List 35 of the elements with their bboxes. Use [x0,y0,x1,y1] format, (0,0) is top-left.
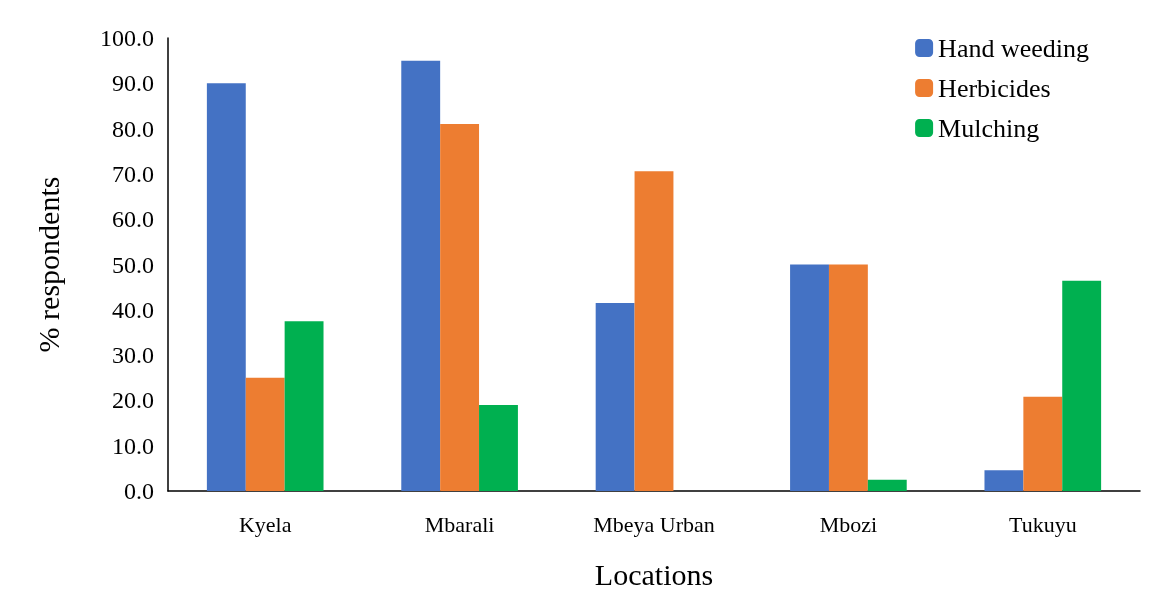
bar [1062,280,1102,491]
bar [245,377,285,491]
y-axis-title: % respondents [31,176,65,353]
y-tick-label: 20.0 [112,387,154,414]
bar [284,321,324,491]
bar [595,303,635,491]
bar [1023,396,1063,491]
bar [790,264,829,491]
bar [206,83,246,491]
bar [634,171,674,491]
y-tick-label: 30.0 [112,342,154,369]
y-tick-label: 50.0 [112,251,154,278]
bar [867,479,907,491]
y-tick-label: 90.0 [112,70,154,97]
y-tick-label: 40.0 [112,296,154,323]
y-tick-label: 80.0 [112,115,154,142]
legend-label: Hand weeding [938,33,1090,63]
x-tick-label: Tukuyu [1008,511,1077,537]
legend-label: Herbicides [938,73,1051,103]
bar [828,264,868,491]
y-tick-label: 0.0 [124,478,154,504]
bar [479,404,518,491]
y-tick-label: 10.0 [112,432,154,459]
y-tick-label: 70.0 [112,160,154,187]
legend-label: Mulching [938,113,1040,143]
x-tick-label: Mbozi [819,511,878,537]
y-tick-label: 100.0 [100,25,154,51]
x-tick-label: Kyela [238,511,292,537]
x-tick-label: Mbarali [424,511,495,537]
x-tick-label: Mbeya Urban [593,511,715,537]
bar [984,470,1024,491]
y-tick-label: 60.0 [112,206,154,233]
bar [440,124,480,491]
x-axis-title: Locations [594,557,714,591]
bar [401,60,441,491]
